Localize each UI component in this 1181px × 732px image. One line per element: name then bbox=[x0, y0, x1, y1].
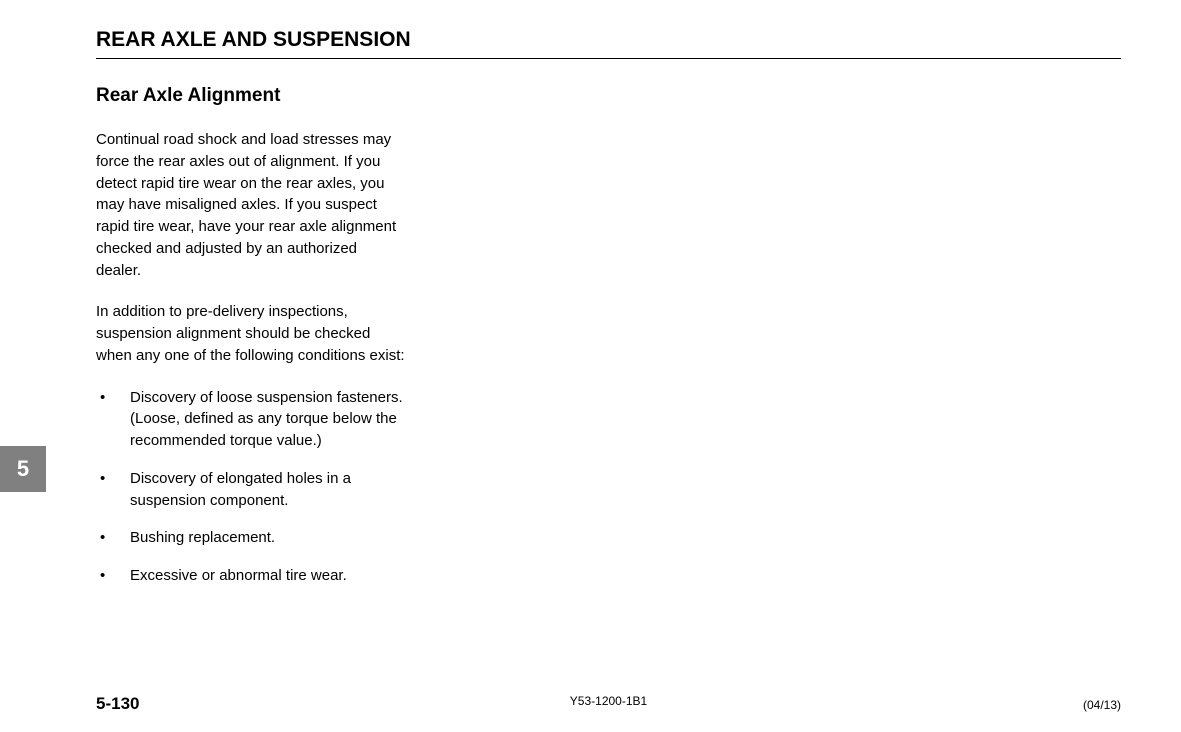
content-column: Continual road shock and load stresses m… bbox=[96, 129, 406, 587]
chapter-title: REAR AXLE AND SUSPENSION bbox=[96, 28, 1121, 59]
list-item: Excessive or abnormal tire wear. bbox=[96, 565, 406, 587]
page-tab: 5 bbox=[0, 446, 46, 492]
footer-date: (04/13) bbox=[1083, 698, 1121, 712]
footer-page-number: 5-130 bbox=[96, 694, 139, 714]
footer: 5-130 Y53-1200-1B1 (04/13) bbox=[96, 694, 1121, 714]
section-title: Rear Axle Alignment bbox=[96, 85, 1121, 107]
list-item: Bushing replacement. bbox=[96, 527, 406, 549]
footer-doc-number: Y53-1200-1B1 bbox=[570, 694, 647, 708]
paragraph-1: Continual road shock and load stresses m… bbox=[96, 129, 406, 281]
list-item: Discovery of elongated holes in a suspen… bbox=[96, 468, 406, 512]
page-container: REAR AXLE AND SUSPENSION Rear Axle Align… bbox=[0, 0, 1181, 587]
paragraph-2: In addition to pre-delivery inspections,… bbox=[96, 301, 406, 366]
bullet-list: Discovery of loose suspension fasteners.… bbox=[96, 387, 406, 587]
list-item: Discovery of loose suspension fasteners.… bbox=[96, 387, 406, 452]
